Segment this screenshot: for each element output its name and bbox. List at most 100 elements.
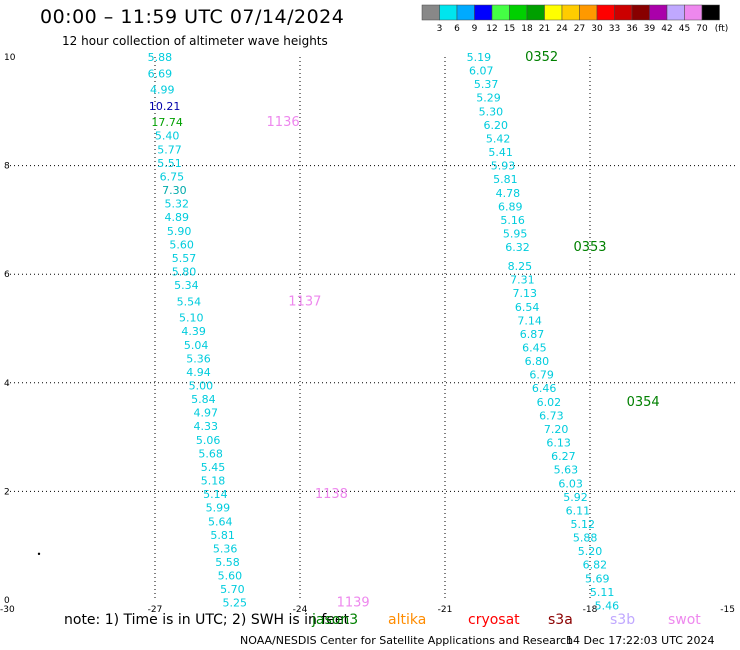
data-value-label: 5.68 — [198, 447, 223, 460]
pass-time-label: 1139 — [337, 596, 370, 611]
y-tick-label: 0 — [4, 596, 10, 606]
data-value-label: 6.13 — [546, 437, 571, 450]
data-value-label: 17.74 — [151, 116, 183, 129]
data-value-label: 5.32 — [165, 198, 190, 211]
data-value-label: 7.30 — [162, 184, 187, 197]
data-value-label: 5.81 — [493, 173, 518, 186]
x-tick-label: -21 — [438, 605, 453, 615]
colorbar-label: 18 — [521, 24, 533, 34]
data-value-label: 5.37 — [474, 78, 499, 91]
data-value-label: 5.45 — [201, 461, 226, 474]
colorbar-label: 27 — [574, 24, 585, 34]
colorbar-swatch — [474, 4, 493, 21]
colorbar-swatch — [421, 4, 440, 21]
y-tick-label: 10 — [4, 53, 16, 63]
data-value-label: 5.95 — [503, 227, 528, 240]
x-tick-label: -15 — [720, 605, 735, 615]
colorbar-label: 39 — [644, 24, 656, 34]
data-value-label: 5.19 — [467, 51, 492, 64]
satellite-legend-cryosat: cryosat — [468, 612, 520, 628]
colorbar-swatch — [544, 4, 563, 21]
data-value-label: 4.78 — [496, 187, 521, 200]
colorbar-label: 24 — [556, 24, 568, 34]
data-value-label: 6.54 — [515, 301, 540, 314]
data-value-label: 7.31 — [510, 274, 535, 287]
data-value-label: 5.60 — [218, 570, 243, 583]
data-value-label: 5.20 — [578, 545, 603, 558]
colorbar-label: 42 — [661, 24, 672, 34]
colorbar-unit: (ft) — [715, 24, 729, 34]
stray-data-point — [37, 552, 41, 556]
data-value-label: 5.25 — [223, 597, 248, 610]
data-value-label: 6.46 — [532, 382, 557, 395]
footer-note: note: 1) Time is in UTC; 2) SWH is in fe… — [64, 612, 350, 628]
data-value-label: 5.64 — [208, 515, 233, 528]
data-value-label: 6.75 — [160, 170, 185, 183]
data-value-label: 4.39 — [181, 325, 206, 338]
satellite-legend-jason3: jason3 — [312, 612, 359, 628]
colorbar-label: 12 — [486, 24, 497, 34]
data-value-label: 6.69 — [148, 67, 173, 80]
data-value-label: 4.94 — [186, 366, 211, 379]
data-value-label: 5.88 — [148, 51, 173, 64]
data-value-label: 6.82 — [583, 559, 608, 572]
data-value-label: 7.20 — [544, 423, 569, 436]
data-value-label: 5.40 — [155, 130, 180, 143]
data-value-label: 6.79 — [529, 369, 554, 382]
y-tick-label: 4 — [4, 379, 10, 389]
colorbar-swatch — [526, 4, 545, 21]
data-value-label: 7.14 — [517, 314, 542, 327]
pass-time-label: 1137 — [288, 294, 321, 309]
x-tick-label: -24 — [293, 605, 308, 615]
data-value-label: 5.58 — [215, 556, 240, 569]
data-value-label: 6.73 — [539, 409, 564, 422]
colorbar-label: 21 — [539, 24, 550, 34]
data-value-label: 5.10 — [179, 312, 204, 325]
data-value-label: 6.87 — [520, 328, 545, 341]
pass-time-label: 0354 — [627, 395, 660, 410]
colorbar-label: 30 — [591, 24, 603, 34]
data-value-label: 4.33 — [194, 420, 219, 433]
data-value-label: 8.25 — [508, 260, 533, 273]
data-value-label: 4.97 — [194, 407, 219, 420]
pass-time-label: 1138 — [315, 487, 348, 502]
colorbar-label: 6 — [454, 24, 460, 34]
colorbar-swatch — [456, 4, 475, 21]
colorbar-label: 45 — [679, 24, 690, 34]
colorbar-swatch — [509, 4, 528, 21]
colorbar-label: 36 — [626, 24, 638, 34]
chart-title: 00:00 – 11:59 UTC 07/14/2024 — [40, 6, 345, 28]
data-value-label: 5.30 — [479, 105, 504, 118]
data-value-label: 7.13 — [513, 287, 538, 300]
generated-timestamp: 14 Dec 17:22:03 UTC 2024 — [566, 634, 715, 647]
satellite-legend-swot: swot — [668, 612, 701, 628]
data-value-label: 5.63 — [554, 464, 579, 477]
data-value-label: 5.80 — [172, 265, 197, 278]
data-value-label: 5.70 — [220, 583, 245, 596]
data-value-label: 5.81 — [210, 529, 235, 542]
data-value-label: 5.99 — [206, 502, 231, 515]
data-value-label: 5.41 — [488, 146, 513, 159]
data-value-label: 6.02 — [537, 396, 562, 409]
colorbar-swatch — [491, 4, 510, 21]
data-value-label: 6.27 — [551, 450, 576, 463]
colorbar-swatch — [649, 4, 668, 21]
x-tick-label: -18 — [583, 605, 598, 615]
colorbar-swatch — [596, 4, 615, 21]
colorbar-label: 9 — [472, 24, 478, 34]
data-value-label: 5.57 — [172, 252, 197, 265]
data-value-label: 6.32 — [505, 241, 530, 254]
data-value-label: 5.36 — [213, 542, 238, 555]
y-tick-label: 2 — [4, 487, 10, 497]
x-tick-label: -27 — [148, 605, 163, 615]
colorbar-swatch — [579, 4, 598, 21]
x-tick-label: -30 — [0, 605, 15, 615]
data-value-label: 5.16 — [500, 214, 525, 227]
data-value-label: 5.69 — [585, 572, 610, 585]
data-value-label: 5.06 — [196, 434, 221, 447]
pass-time-label: 1136 — [267, 115, 300, 130]
colorbar-swatch — [701, 4, 720, 21]
colorbar-swatch — [614, 4, 633, 21]
data-value-label: 5.88 — [573, 532, 598, 545]
data-value-label: 6.03 — [558, 477, 583, 490]
